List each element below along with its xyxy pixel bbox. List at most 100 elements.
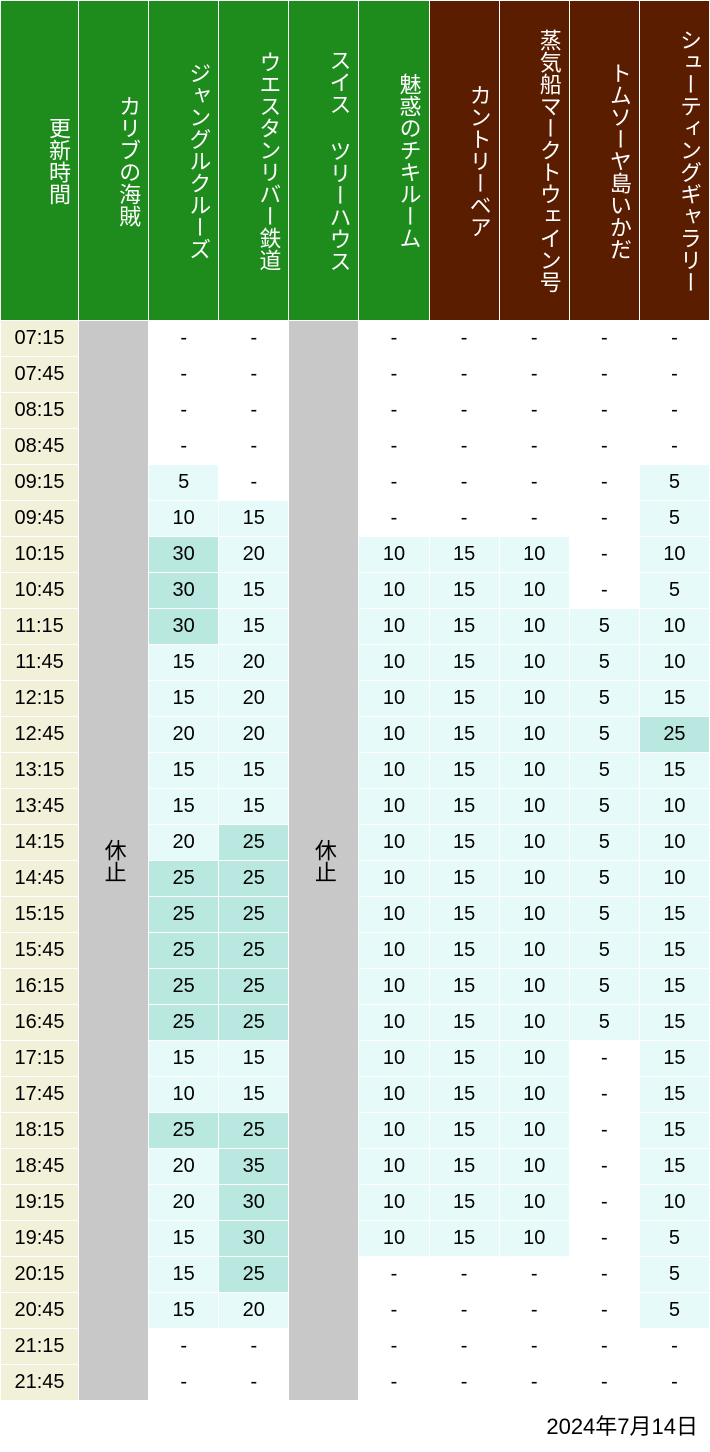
data-cell: 15 [149,681,219,717]
data-cell: 15 [149,1041,219,1077]
time-cell: 14:15 [1,825,79,861]
data-cell: - [149,1365,219,1401]
data-cell: 25 [149,969,219,1005]
data-cell: 5 [639,465,709,501]
data-cell: 25 [219,933,289,969]
data-cell: 15 [149,789,219,825]
time-cell: 11:15 [1,609,79,645]
data-cell: - [359,429,429,465]
closed-cell-c1: 休止 [79,321,149,1401]
data-cell: 20 [219,681,289,717]
data-cell: - [569,1293,639,1329]
data-cell: - [569,573,639,609]
data-cell: 20 [219,717,289,753]
data-cell: - [569,393,639,429]
data-cell: 15 [639,1005,709,1041]
data-cell: - [569,1041,639,1077]
data-cell: 25 [639,717,709,753]
data-cell: 15 [639,1041,709,1077]
data-cell: - [149,429,219,465]
data-cell: - [359,357,429,393]
data-cell: 15 [429,753,499,789]
data-cell: 10 [359,825,429,861]
data-cell: 30 [219,1221,289,1257]
data-cell: - [149,357,219,393]
data-cell: - [219,429,289,465]
header-c8: トムソーヤ島いかだ [569,1,639,321]
table-body: 07:15休止--休止-----07:45-------08:15-------… [1,321,710,1401]
data-cell: 25 [219,861,289,897]
data-cell: - [639,429,709,465]
data-cell: - [429,1365,499,1401]
time-cell: 08:15 [1,393,79,429]
data-cell: - [359,1365,429,1401]
data-cell: 10 [359,789,429,825]
data-cell: 25 [149,933,219,969]
data-cell: 15 [639,753,709,789]
data-cell: 10 [359,897,429,933]
data-cell: 25 [219,969,289,1005]
data-cell: - [429,429,499,465]
data-cell: - [569,1149,639,1185]
data-cell: 15 [429,1113,499,1149]
data-cell: - [429,357,499,393]
data-cell: 30 [219,1185,289,1221]
data-cell: 5 [149,465,219,501]
data-cell: 10 [499,1077,569,1113]
header-c2: ジャングルクルーズ [149,1,219,321]
data-cell: 5 [569,897,639,933]
data-cell: 10 [149,1077,219,1113]
data-cell: 5 [569,933,639,969]
time-cell: 07:45 [1,357,79,393]
data-cell: 10 [639,789,709,825]
data-cell: 5 [569,1005,639,1041]
data-cell: 35 [219,1149,289,1185]
wait-time-table: 更新時間カリブの海賊ジャングルクルーズウエスタンリバー鉄道スイス ツリーハウス魅… [0,0,710,1401]
data-cell: - [569,1329,639,1365]
data-cell: 25 [219,1257,289,1293]
data-cell: - [149,321,219,357]
data-cell: - [569,1077,639,1113]
data-cell: - [639,393,709,429]
data-cell: 10 [359,573,429,609]
data-cell: 15 [219,753,289,789]
footer-date: 2024年7月14日 [0,1401,710,1449]
data-cell: 10 [499,969,569,1005]
data-cell: 10 [499,1221,569,1257]
data-cell: 30 [149,537,219,573]
data-cell: 10 [359,753,429,789]
header-c9: シューティングギャラリー [639,1,709,321]
data-cell: 5 [569,681,639,717]
data-cell: 15 [429,1149,499,1185]
data-cell: 15 [639,969,709,1005]
data-cell: 15 [429,825,499,861]
data-cell: 25 [219,1113,289,1149]
data-cell: 25 [149,897,219,933]
data-cell: 10 [359,1149,429,1185]
data-cell: - [149,1329,219,1365]
data-cell: 20 [149,717,219,753]
data-cell: 15 [429,717,499,753]
data-cell: 15 [219,1041,289,1077]
data-cell: 15 [149,1293,219,1329]
data-cell: 10 [359,861,429,897]
data-cell: 10 [639,861,709,897]
data-cell: - [359,1329,429,1365]
time-cell: 16:45 [1,1005,79,1041]
time-cell: 12:15 [1,681,79,717]
data-cell: 10 [359,1221,429,1257]
data-cell: 20 [219,645,289,681]
data-cell: 5 [569,645,639,681]
data-cell: - [639,1329,709,1365]
header-row: 更新時間カリブの海賊ジャングルクルーズウエスタンリバー鉄道スイス ツリーハウス魅… [1,1,710,321]
data-cell: 15 [429,789,499,825]
data-cell: - [499,1293,569,1329]
data-cell: - [219,357,289,393]
time-cell: 11:45 [1,645,79,681]
data-cell: - [639,1365,709,1401]
data-cell: 10 [499,1185,569,1221]
closed-cell-c4: 休止 [289,321,359,1401]
data-cell: - [569,1185,639,1221]
data-cell: - [219,1329,289,1365]
data-cell: 10 [499,681,569,717]
